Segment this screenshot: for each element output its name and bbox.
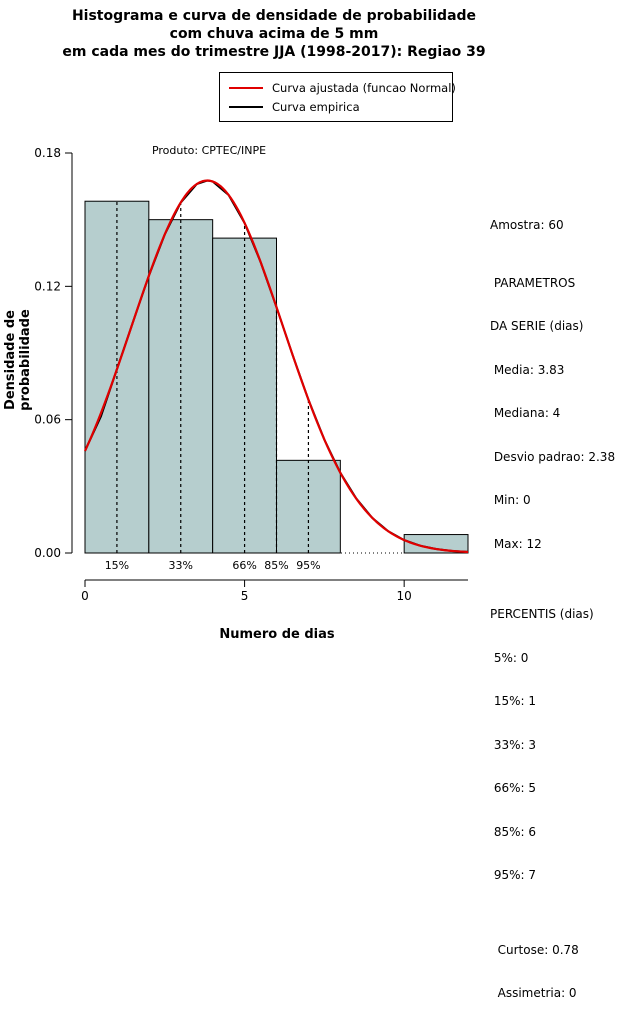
chart-title-line3: em cada mes do trimestre JJA (1998-2017)… <box>62 44 486 60</box>
chart-window: Histograma e curva de densidade de proba… <box>0 7 616 1000</box>
percentile-label: 85% <box>264 559 288 572</box>
chart-title: Histograma e curva de densidade de proba… <box>0 7 548 61</box>
empirical-curve-line-icon <box>229 105 263 108</box>
x-tick-label: 5 <box>241 589 249 603</box>
fitted-curve <box>83 179 469 554</box>
legend: Curva ajustada (funcao Normal) Curva emp… <box>219 72 456 122</box>
stats-line-p95: 95%: 7 <box>490 868 536 882</box>
stats-line-parametros-header: PARAMETROS <box>490 275 576 290</box>
x-axis-title: Numero de dias <box>219 627 335 642</box>
y-tick-label: 0.18 <box>34 146 61 160</box>
stats-line-min: Min: 0 <box>490 493 531 507</box>
x-tick-label: 10 <box>397 589 412 603</box>
stats-line-mediana: Mediana: 4 <box>490 406 561 420</box>
stats-line-assimetria: Assimetria: 0 <box>490 986 577 1000</box>
x-tick-label: 0 <box>81 589 89 603</box>
stats-line-p5: 5%: 0 <box>490 650 529 665</box>
percentile-label: 95% <box>296 559 320 572</box>
chart-title-line2: com chuva acima de 5 mm <box>169 26 379 42</box>
legend-label-empirical-curve: Curva empirica <box>272 99 360 114</box>
stats-line-p85: 85%: 6 <box>490 824 536 839</box>
y-tick-label: 0.12 <box>34 279 61 293</box>
y-axis-title: Densidade de probabilidade <box>3 309 33 411</box>
percentile-label: 33% <box>169 559 193 572</box>
legend-label-fitted-curve: Curva ajustada (funcao Normal) <box>272 80 456 95</box>
legend-item-fitted-curve: Curva ajustada (funcao Normal) <box>229 78 456 97</box>
legend-item-empirical-curve: Curva empirica <box>229 97 448 116</box>
fitted-curve-line-icon <box>229 86 263 89</box>
stats-line-media: Media: 3.83 <box>490 362 565 377</box>
stats-line-curtose: Curtose: 0.78 <box>490 942 579 957</box>
stats-line-desvio-padrao: Desvio padrao: 2.38 <box>490 449 616 464</box>
histogram-bar <box>403 534 469 554</box>
stats-line-p15: 15%: 1 <box>490 694 536 708</box>
y-tick-label: 0.00 <box>34 546 61 560</box>
y-tick-label: 0.06 <box>34 413 61 427</box>
percentile-label: 66% <box>232 559 256 572</box>
percentile-label: 15% <box>105 559 129 572</box>
stats-line-p66: 66%: 5 <box>490 781 536 795</box>
stats-line-max: Max: 12 <box>490 536 542 551</box>
stats-line-p33: 33%: 3 <box>490 737 536 752</box>
stats-line-da-serie-header: DA SERIE (dias) <box>490 319 584 333</box>
stats-line-percentis-header: PERCENTIS (dias) <box>490 607 594 621</box>
stats-panel: Amostra: 60 PARAMETROS DA SERIE (dias) M… <box>490 189 640 1030</box>
chart-title-line1: Histograma e curva de densidade de proba… <box>71 8 477 24</box>
stats-line-amostra: Amostra: 60 <box>490 218 564 232</box>
chart-canvas: 15% 33% 66% 85% 95% 0.00 0.06 0.12 0.18 0 5 10 Produ… <box>34 144 469 603</box>
product-annotation: Produto: CPTEC/INPE <box>152 144 266 157</box>
